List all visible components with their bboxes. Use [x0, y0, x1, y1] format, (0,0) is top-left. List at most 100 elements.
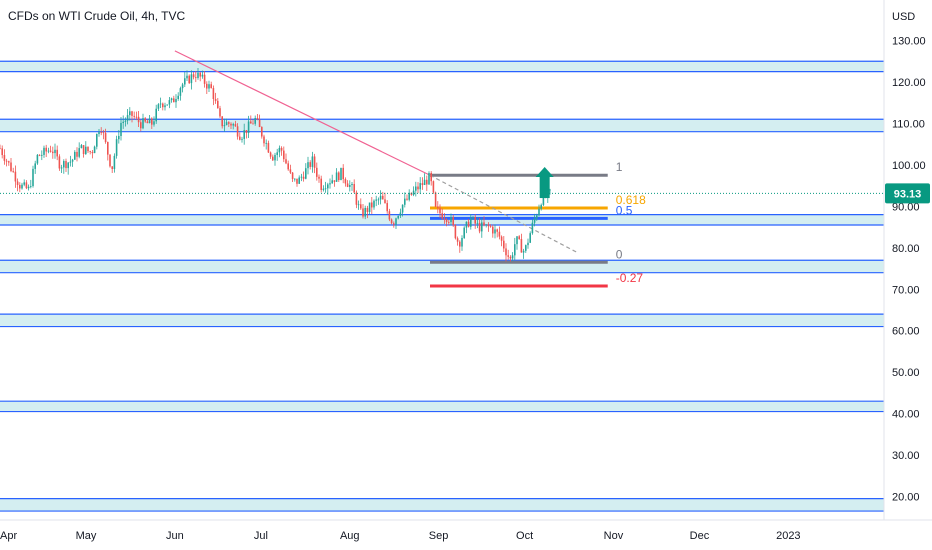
candle-body: [360, 204, 362, 209]
candle-body: [395, 218, 397, 225]
candle-body: [247, 121, 250, 133]
candle-body: [516, 236, 518, 245]
zone-fill: [0, 401, 884, 412]
candle-body: [212, 88, 215, 100]
fib-level-label: 0.618: [616, 193, 646, 207]
candle-body: [135, 116, 138, 118]
candle-body: [527, 242, 529, 246]
candle-body: [415, 186, 417, 191]
candle-body: [533, 218, 536, 223]
candle-body: [181, 84, 184, 89]
candle-body: [188, 75, 190, 84]
candle-body: [518, 236, 520, 240]
candle-body: [368, 202, 371, 212]
candle-body: [371, 202, 373, 208]
candle-body: [514, 244, 516, 256]
candle-body: [331, 180, 333, 184]
candle-body: [481, 222, 483, 232]
candle-body: [267, 142, 270, 153]
candle-body: [30, 186, 32, 187]
price-tick-label: 50.00: [892, 367, 920, 379]
candle-body: [230, 123, 232, 126]
current-price-label: 93.13: [894, 188, 922, 200]
candle-body: [408, 192, 410, 200]
candle-body: [76, 151, 78, 157]
candle-body: [201, 74, 204, 77]
candle-body: [69, 161, 72, 163]
candle-body: [67, 162, 69, 169]
candle-body: [302, 176, 305, 179]
candle-body: [536, 215, 538, 219]
candle-body: [140, 122, 142, 129]
time-tick-label: May: [76, 530, 97, 542]
candle-body: [107, 142, 109, 155]
candle-body: [60, 167, 63, 169]
candle-body: [153, 121, 155, 125]
candle-body: [157, 104, 160, 109]
candle-body: [353, 184, 355, 193]
candle-body: [485, 224, 487, 226]
time-tick-label: 2023: [776, 530, 800, 542]
candle-body: [373, 200, 375, 208]
candle-body: [100, 132, 102, 133]
candle-body: [32, 168, 34, 187]
candle-body: [269, 152, 272, 157]
candle-body: [8, 161, 10, 163]
time-axis[interactable]: Apr May Jun Jul Aug Sep Oct Nov Dec 2023: [0, 530, 801, 542]
candle-body: [470, 218, 472, 227]
candle-body: [162, 103, 164, 108]
candle-body: [276, 152, 278, 155]
candle-body: [379, 195, 382, 200]
candle-body: [225, 122, 228, 126]
candle-body: [529, 233, 531, 243]
candle-body: [476, 222, 479, 224]
candle-body: [82, 145, 85, 155]
candle-body: [91, 152, 94, 154]
price-axis[interactable]: 130.00 120.00 110.00 100.00 90.00 80.00 70.00 6…: [885, 36, 930, 504]
candle-body: [472, 217, 474, 219]
candle-body: [12, 171, 14, 172]
candle-body: [25, 182, 28, 189]
candle-body: [351, 184, 353, 186]
price-tick-label: 80.00: [892, 243, 920, 255]
time-tick-label: Aug: [340, 530, 360, 542]
candle-body: [346, 183, 349, 187]
candle-body: [177, 95, 179, 99]
candle-body: [454, 224, 457, 239]
candle-body: [146, 121, 149, 124]
candle-body: [291, 172, 294, 180]
candle-body: [487, 224, 490, 227]
candle-body: [52, 151, 54, 154]
candle-body: [250, 121, 252, 124]
candle-body: [498, 231, 501, 237]
candle-body: [320, 178, 322, 190]
candle-body: [190, 74, 193, 84]
candle-body: [245, 130, 248, 133]
zone-fill: [0, 498, 884, 512]
candle-body: [186, 75, 188, 79]
candle-body: [474, 217, 476, 224]
time-tick-label: Sep: [429, 530, 449, 542]
candle-body: [78, 148, 80, 157]
candle-body: [390, 219, 393, 224]
candle-body: [285, 159, 287, 164]
candle-body: [388, 211, 391, 220]
currency-label: USD: [892, 11, 915, 23]
candle-body: [170, 98, 173, 101]
candle-body: [338, 172, 340, 181]
candle-body: [549, 189, 551, 191]
candle-body: [322, 188, 325, 190]
candle-body: [313, 156, 316, 168]
candle-body: [27, 186, 30, 189]
candle-body: [465, 221, 468, 228]
candle-body: [417, 186, 419, 190]
candle-body: [104, 133, 107, 143]
candle-body: [459, 241, 461, 247]
candle-body: [221, 116, 223, 127]
candle-body: [507, 255, 509, 257]
candle-body: [386, 203, 388, 212]
candle-body: [142, 118, 144, 129]
candle-body: [126, 115, 129, 121]
